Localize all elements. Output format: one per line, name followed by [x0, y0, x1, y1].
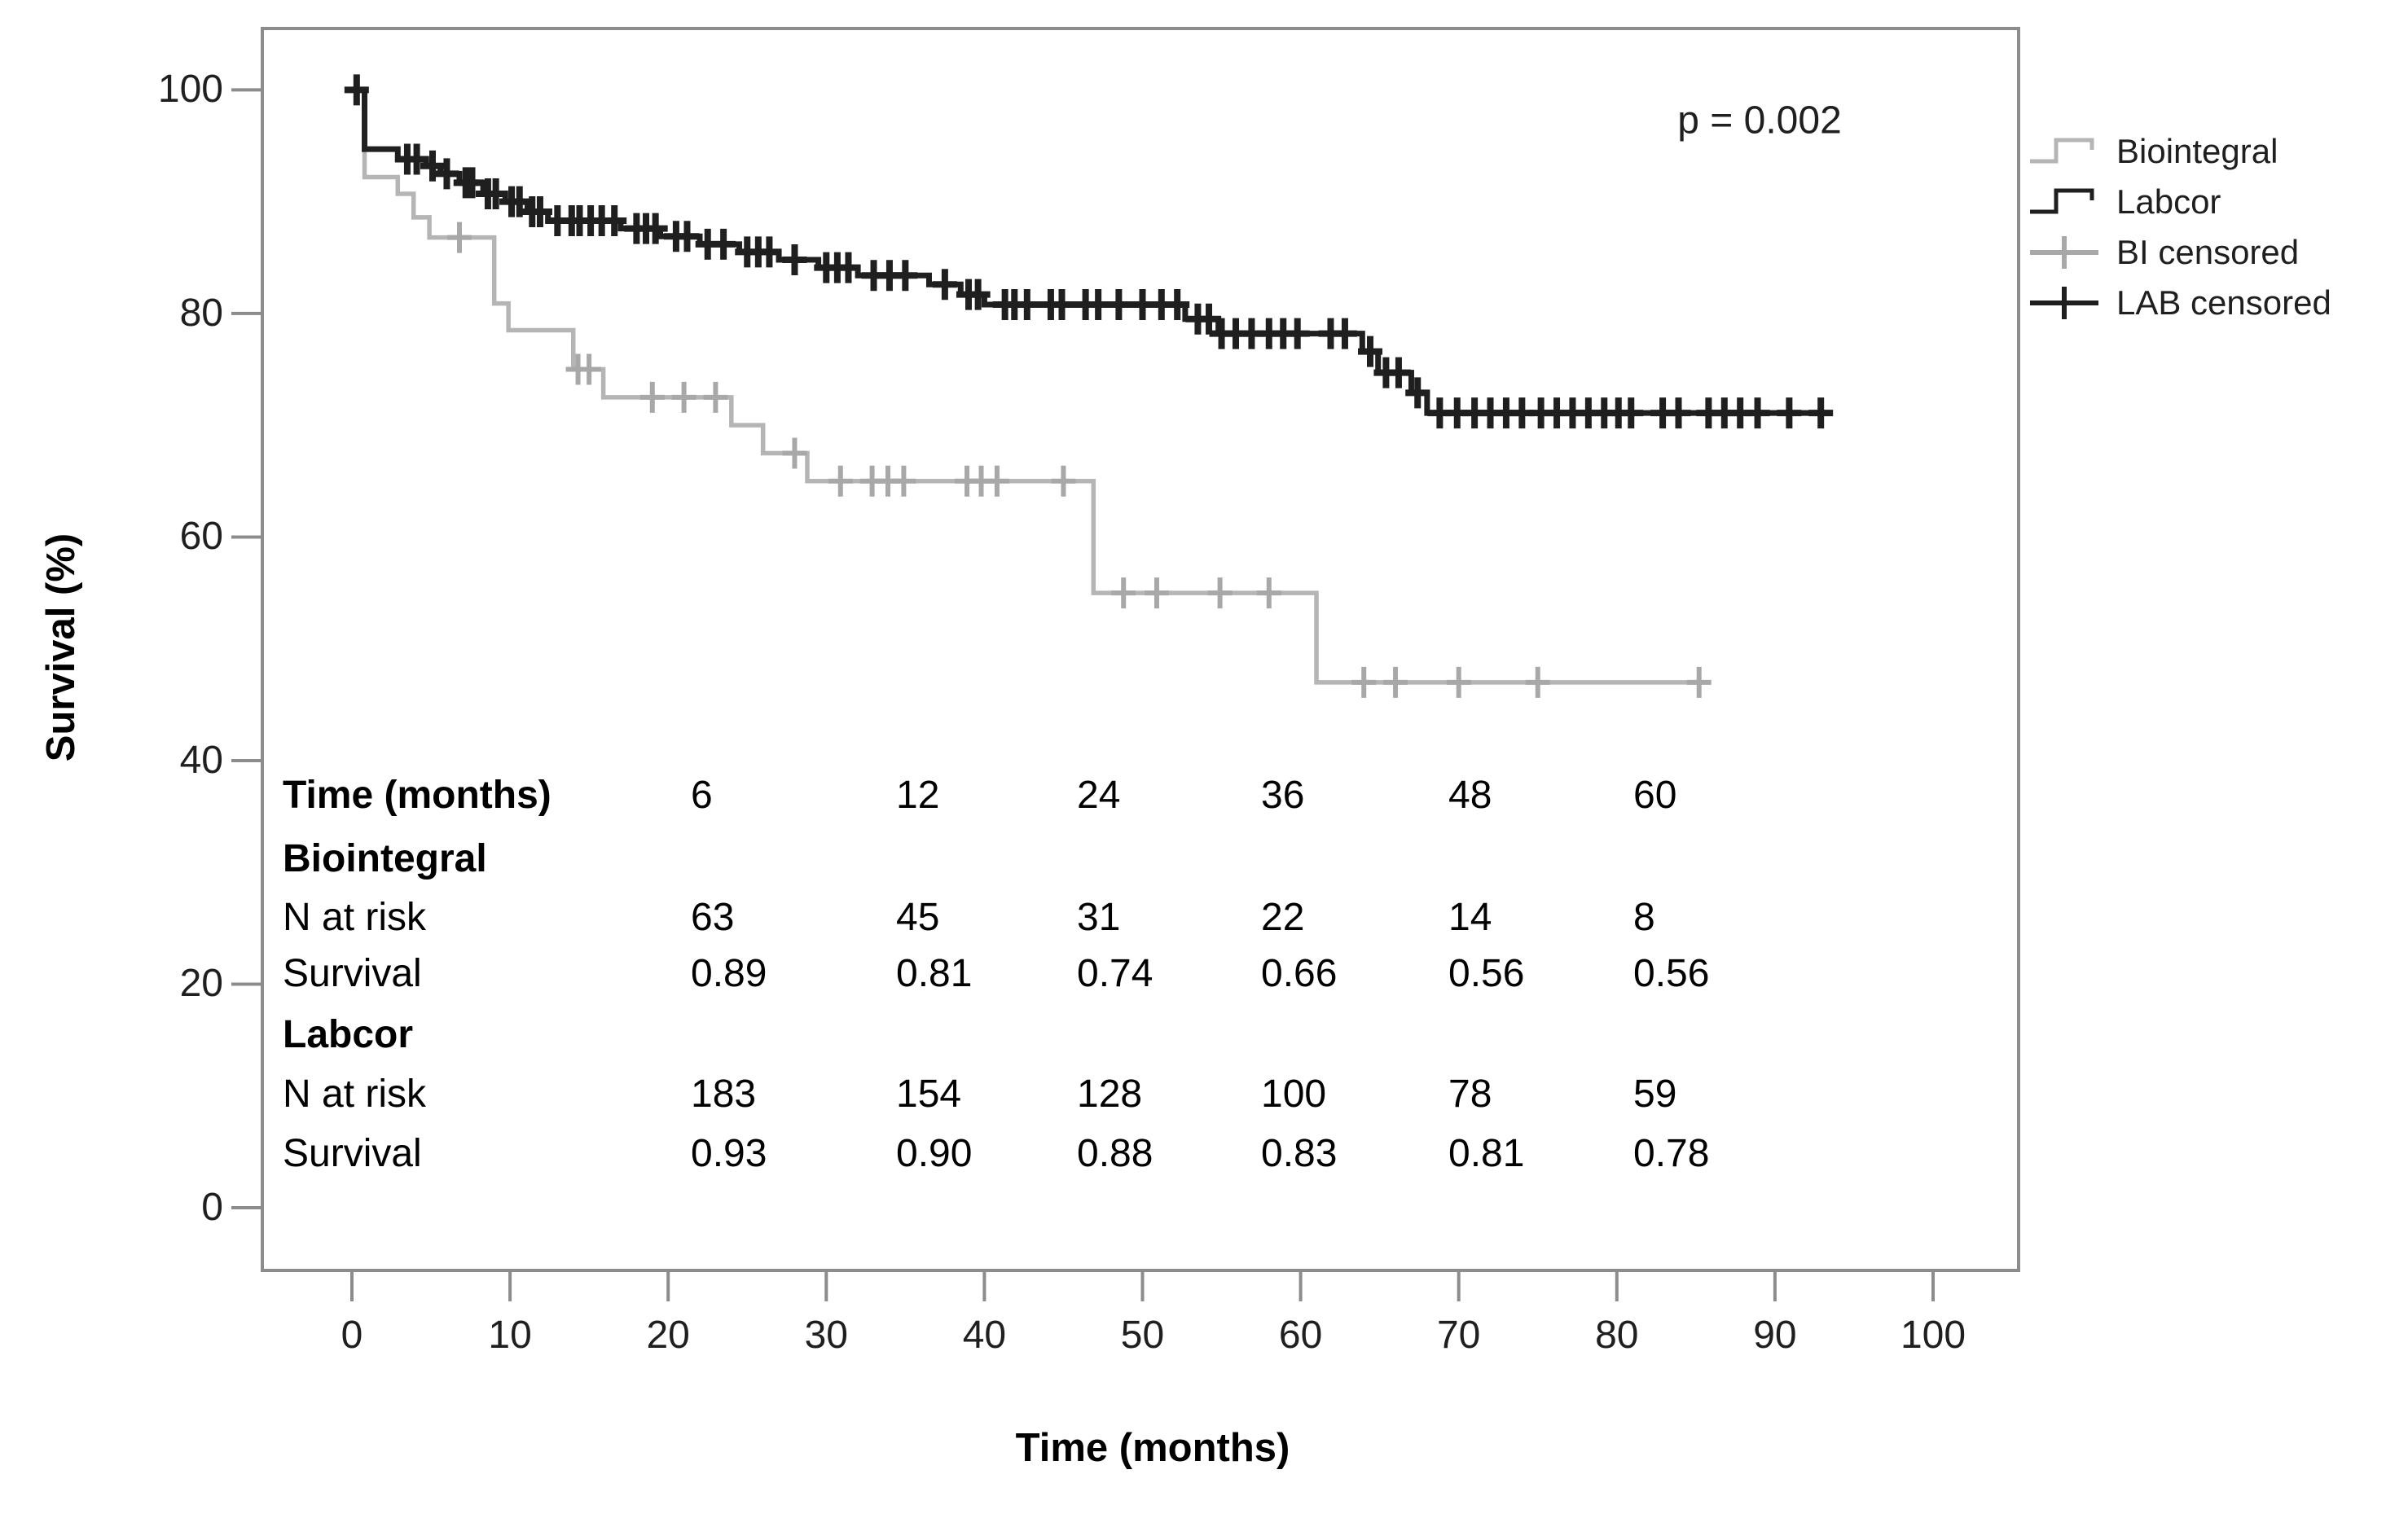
risk-table-time-value: 36 — [1261, 774, 1305, 817]
survival-curve-biointegral — [352, 87, 1703, 685]
legend: Biointegral Labcor BI censored LAB censored — [2028, 130, 2331, 332]
risk-cell: 63 — [691, 896, 735, 939]
risk-cell: 8 — [1633, 896, 1655, 939]
step-line-icon — [2030, 138, 2094, 164]
x-tick-label: 90 — [1753, 1314, 1797, 1357]
risk-group-name: Labcor — [283, 1013, 414, 1056]
risk-cell: 154 — [896, 1073, 962, 1116]
risk-cell: 59 — [1633, 1073, 1677, 1116]
risk-row-label: N at risk — [283, 896, 427, 939]
risk-cell: 100 — [1261, 1073, 1327, 1116]
risk-table-time-value: 12 — [896, 774, 940, 817]
risk-cell: 45 — [896, 896, 940, 939]
censored-plus-icon — [2030, 287, 2098, 319]
x-tick-label: 20 — [646, 1314, 690, 1357]
risk-table-time-value: 48 — [1448, 774, 1492, 817]
legend-label: BI censored — [2116, 233, 2300, 271]
p-value-label: p = 0.002 — [1677, 99, 1842, 143]
risk-cell: 0.66 — [1261, 952, 1338, 995]
risk-cell: 0.83 — [1261, 1132, 1338, 1175]
y-tick-label: 20 — [179, 962, 223, 1006]
legend-item: LAB censored — [2028, 282, 2331, 324]
risk-cell: 128 — [1077, 1073, 1143, 1116]
risk-cell: 0.81 — [896, 952, 973, 995]
legend-item: Biointegral — [2028, 130, 2331, 173]
y-tick-label: 0 — [201, 1186, 223, 1229]
risk-cell: 14 — [1448, 896, 1492, 939]
risk-cell: 0.78 — [1633, 1132, 1710, 1175]
x-tick-label: 80 — [1595, 1314, 1639, 1357]
risk-cell: 0.56 — [1633, 952, 1710, 995]
risk-table-time-value: 24 — [1077, 774, 1121, 817]
x-tick-label: 0 — [341, 1314, 363, 1357]
risk-cell: 0.56 — [1448, 952, 1525, 995]
risk-cell: 0.90 — [896, 1132, 973, 1175]
risk-cell: 22 — [1261, 896, 1305, 939]
legend-label: LAB censored — [2116, 283, 2331, 322]
risk-row-label: N at risk — [283, 1073, 427, 1116]
risk-cell: 0.89 — [691, 952, 767, 995]
x-tick-label: 70 — [1436, 1314, 1481, 1357]
plot-frame — [261, 27, 2020, 1272]
censored-plus-icon — [2030, 236, 2098, 269]
risk-cell: 183 — [691, 1073, 757, 1116]
risk-cell: 31 — [1077, 896, 1121, 939]
risk-group-name: Biointegral — [283, 837, 487, 880]
y-tick-label: 60 — [179, 515, 223, 559]
risk-table-time-value: 6 — [691, 774, 713, 817]
legend-item: Labcor — [2028, 181, 2331, 223]
risk-row-label: Survival — [283, 1132, 422, 1175]
legend-label: Labcor — [2116, 182, 2221, 221]
y-tick-label: 40 — [179, 738, 223, 782]
x-tick-label: 100 — [1900, 1314, 1966, 1357]
x-tick-label: 10 — [488, 1314, 532, 1357]
x-tick-label: 60 — [1278, 1314, 1323, 1357]
y-tick-label: 80 — [179, 291, 223, 335]
x-tick-label: 40 — [962, 1314, 1007, 1357]
risk-table-header-label: Time (months) — [283, 774, 551, 817]
x-axis-title: Time (months) — [1015, 1426, 1290, 1470]
legend-label: Biointegral — [2116, 132, 2278, 170]
risk-row-label: Survival — [283, 952, 422, 995]
risk-cell: 0.74 — [1077, 952, 1153, 995]
risk-table-time-value: 60 — [1633, 774, 1677, 817]
step-line-icon — [2030, 188, 2094, 214]
risk-cell: 0.88 — [1077, 1132, 1153, 1175]
risk-cell: 0.93 — [691, 1132, 767, 1175]
x-tick-label: 50 — [1120, 1314, 1165, 1357]
risk-cell: 0.81 — [1448, 1132, 1525, 1175]
x-tick-label: 30 — [804, 1314, 848, 1357]
risk-cell: 78 — [1448, 1073, 1492, 1116]
y-tick-label: 100 — [157, 68, 223, 112]
legend-item: BI censored — [2028, 231, 2331, 274]
